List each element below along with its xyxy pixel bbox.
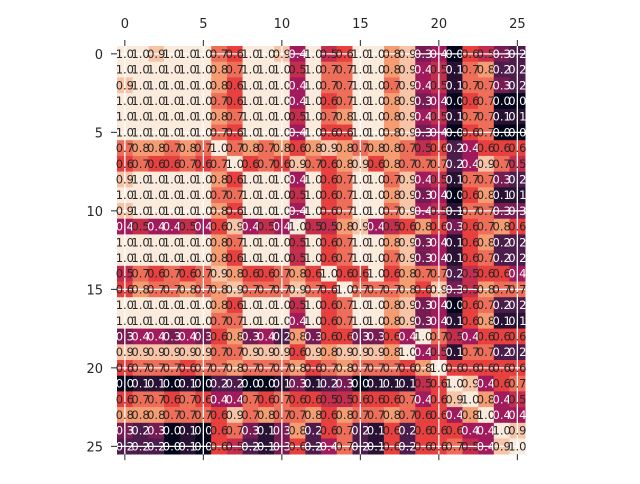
cell-value-label: 0.1: [508, 188, 526, 202]
x-tick-label: 5: [199, 17, 207, 32]
cell-value-label: 0.2: [508, 63, 526, 77]
x-tick-label: 25: [509, 17, 526, 32]
y-tick-label: 5: [95, 126, 103, 141]
x-tick-label: 10: [274, 17, 291, 32]
y-tick-label: 25: [86, 440, 103, 455]
y-tick-label: 15: [86, 283, 103, 298]
cell-value-label: 0.2: [508, 47, 526, 61]
cell-value-label: 0.4: [508, 267, 526, 281]
cell-value-label: 0.2: [508, 298, 526, 312]
cell-value-label: 0.2: [508, 251, 526, 265]
y-tick-label: 10: [86, 205, 103, 220]
cell-value-label: 0.2: [508, 78, 526, 92]
cell-value-label: 0.2: [508, 345, 526, 359]
x-tick-label: 0: [121, 17, 129, 32]
cell-value-label: 0.1: [508, 314, 526, 328]
cell-value-label: 0.3: [508, 204, 526, 218]
cell-value-label: 0.7: [508, 282, 526, 296]
x-tick-label: 15: [352, 17, 369, 32]
cell-value-label: 0.1: [508, 110, 526, 124]
cell-value-label: 0.6: [508, 329, 526, 343]
cell-value-label: 0.4: [508, 408, 526, 422]
cell-value-label: 0.2: [508, 172, 526, 186]
cell-value-label: 0.5: [508, 157, 526, 171]
cell-value-label: 0.9: [508, 424, 526, 438]
y-tick-label: 20: [86, 362, 103, 377]
cell-value-label: 0.7: [508, 377, 526, 391]
cell-value-label: 0.0: [508, 125, 526, 139]
cell-value-label: 0.6: [508, 361, 526, 375]
x-tick-label: 20: [431, 17, 448, 32]
cell-value-label: 0.5: [508, 392, 526, 406]
heatmap-annotations: 1.01.00.91.01.01.00.70.61.01.00.90.41.00…: [116, 47, 527, 454]
cell-value-label: 0.6: [508, 141, 526, 155]
cell-value-label: 0.2: [508, 235, 526, 249]
cell-value-label: 0.0: [508, 94, 526, 108]
cell-value-label: 1.0: [508, 439, 526, 453]
y-tick-label: 0: [95, 48, 103, 63]
cell-value-label: 0.6: [508, 220, 526, 234]
